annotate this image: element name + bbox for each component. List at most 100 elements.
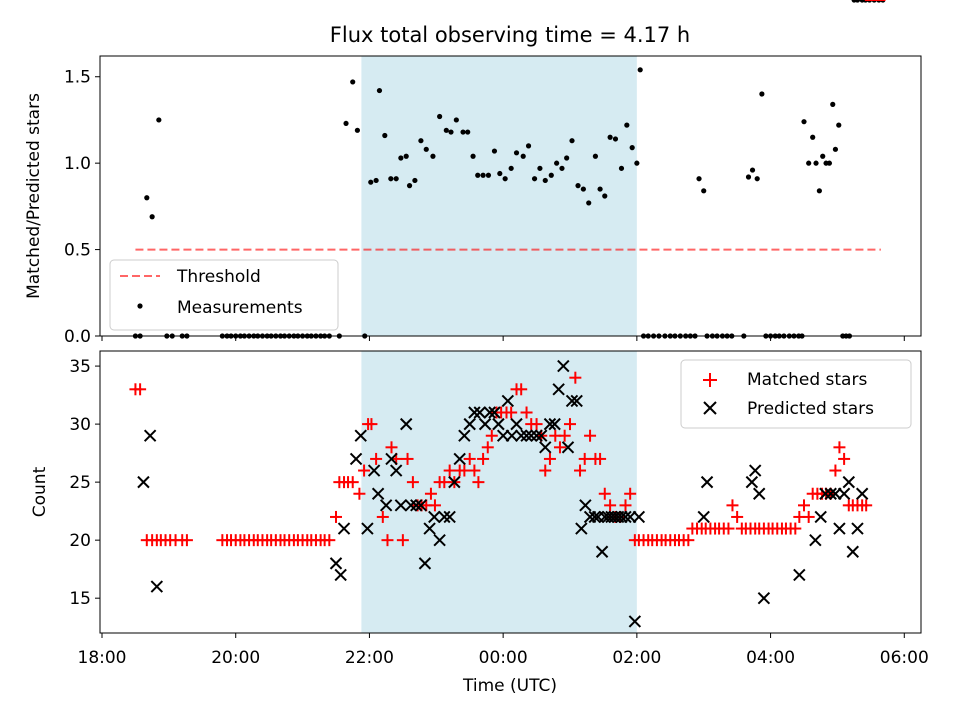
predicted-star-marker xyxy=(501,394,515,408)
predicted-star-marker xyxy=(539,441,552,454)
measurement-point xyxy=(597,186,603,192)
predicted-star-marker xyxy=(418,557,432,570)
measurement-point xyxy=(542,177,548,184)
matched-star-marker xyxy=(358,464,371,477)
measurement-point xyxy=(537,165,543,171)
matched-star-marker xyxy=(798,499,811,512)
matched-star-marker xyxy=(438,476,451,489)
top-y-tick-label: 0.5 xyxy=(64,241,91,261)
matched-star-marker xyxy=(376,510,389,523)
predicted-star-marker xyxy=(824,487,837,500)
predicted-star-marker xyxy=(443,510,456,524)
matched-star-marker xyxy=(539,464,552,477)
x-axis-label: Time (UTC) xyxy=(462,676,557,696)
measurement-point xyxy=(575,183,581,189)
predicted-star-marker xyxy=(752,487,766,500)
measurement-point xyxy=(586,200,592,206)
measurement-point xyxy=(830,101,836,107)
x-tick-label: 04:00 xyxy=(746,648,795,668)
measurement-point xyxy=(460,129,466,135)
top-axes-frame xyxy=(99,55,922,337)
matched-star-marker xyxy=(569,371,582,384)
matched-star-marker xyxy=(481,441,494,454)
measurement-point xyxy=(350,79,356,85)
measurement-point xyxy=(418,138,424,144)
matched-star-marker xyxy=(505,406,518,419)
predicted-star-marker xyxy=(809,533,822,547)
matched-star-marker xyxy=(485,429,498,442)
measurement-point xyxy=(343,120,349,127)
observing-window-shade-bottom xyxy=(361,351,637,633)
measurement-point xyxy=(696,176,702,182)
top-y-tick-label: 1.0 xyxy=(64,154,91,174)
predicted-star-marker xyxy=(404,499,418,512)
predicted-star-marker xyxy=(819,487,832,500)
predicted-star-marker xyxy=(833,522,846,535)
matched-star-marker xyxy=(530,418,543,431)
bottom-y-tick-label: 35 xyxy=(69,357,91,377)
legend-predicted-swatch xyxy=(703,401,717,415)
measurement-point xyxy=(612,136,619,142)
matched-star-marker xyxy=(860,499,873,512)
matched-star-marker xyxy=(598,487,611,500)
measurement-point xyxy=(423,146,429,152)
predicted-star-marker xyxy=(361,522,374,535)
predicted-star-marker xyxy=(137,475,150,489)
measurement-point xyxy=(559,165,565,171)
matched-star-marker xyxy=(578,452,591,465)
predicted-star-marker xyxy=(329,557,343,570)
measurement-point xyxy=(406,183,413,189)
predicted-star-marker xyxy=(588,510,601,524)
bottom-y-ticks: 15 20 25 30 35 xyxy=(69,357,100,609)
measurement-point xyxy=(634,160,640,166)
predicted-star-marker xyxy=(468,406,481,419)
predicted-star-marker xyxy=(448,475,461,489)
predicted-star-marker xyxy=(483,406,496,419)
measurement-point xyxy=(491,148,498,154)
measurement-point xyxy=(373,177,379,184)
bottom-y-axis-label: Count xyxy=(30,466,50,517)
bottom-y-tick-label: 30 xyxy=(69,415,91,435)
measurement-point xyxy=(156,117,162,123)
measurement-point xyxy=(480,172,486,178)
matched-star-marker xyxy=(564,418,577,431)
measurement-point xyxy=(412,177,418,184)
predicted-star-marker xyxy=(438,510,451,524)
observing-window-shade-top xyxy=(361,56,637,336)
predicted-star-marker xyxy=(337,522,351,535)
bottom-axes-frame xyxy=(99,350,922,634)
x-tick-label: 20:00 xyxy=(211,648,260,668)
predicted-star-marker xyxy=(561,441,575,454)
predicted-star-marker xyxy=(814,510,827,524)
measurement-point xyxy=(564,155,570,161)
predicted-star-marker xyxy=(557,359,570,373)
matched-star-marker xyxy=(353,487,366,500)
predicted-star-marker xyxy=(414,499,428,512)
x-tick-label: 22:00 xyxy=(345,648,394,668)
predicted-star-marker xyxy=(143,429,157,442)
matched-star-marker xyxy=(553,441,566,454)
matched-star-marker xyxy=(838,452,851,465)
predicted-star-marker xyxy=(851,522,864,535)
matched-star-marker xyxy=(428,499,441,512)
top-y-tick-label: 1.5 xyxy=(64,68,91,88)
measurement-point xyxy=(759,91,765,97)
measurement-point xyxy=(592,153,599,159)
matched-star-marker xyxy=(365,418,378,431)
matched-star-marker xyxy=(396,534,409,547)
predicted-star-marker xyxy=(595,545,609,558)
predicted-star-marker xyxy=(846,545,860,558)
measurement-point xyxy=(569,138,575,144)
predicted-star-marker xyxy=(458,429,471,442)
top-x-ticks xyxy=(101,336,905,341)
top-y-axis-label: Matched/Predicted stars xyxy=(24,93,44,299)
matched-star-marker xyxy=(401,452,414,465)
measurement-point xyxy=(816,188,822,194)
x-tick-label: 02:00 xyxy=(612,648,661,668)
measurement-point xyxy=(629,145,635,151)
matched-star-marker xyxy=(731,510,744,523)
predicted-star-marker xyxy=(543,417,557,431)
predicted-star-marker xyxy=(463,417,476,431)
predicted-star-marker xyxy=(855,487,869,500)
matched-star-marker xyxy=(424,487,437,500)
